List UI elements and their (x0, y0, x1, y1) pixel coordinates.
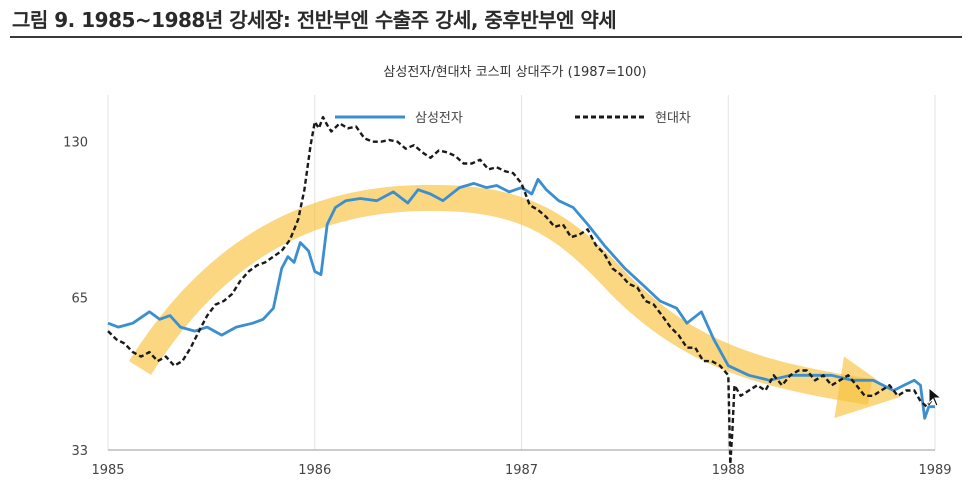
x-tick-label: 1988 (712, 463, 745, 478)
y-tick-labels: 33 65 130 (63, 136, 88, 459)
x-tick-label: 1985 (91, 463, 124, 478)
y-tick-label: 130 (63, 136, 88, 151)
y-tick-label: 65 (71, 292, 88, 307)
x-tick-label: 1986 (298, 463, 331, 478)
legend-label-1: 현대차 (655, 111, 691, 126)
x-tick-label: 1989 (918, 463, 951, 478)
chart-title: 삼성전자/현대차 코스피 상대주가 (1987=100) (383, 65, 646, 80)
legend: 삼성전자 현대차 (335, 111, 691, 126)
series-lines (107, 115, 936, 466)
x-tick-label: 1987 (505, 463, 538, 478)
trend-arrow (128, 184, 901, 419)
title-divider (10, 36, 962, 38)
vertical-gridlines (107, 95, 936, 450)
x-tick-labels: 1985 1986 1987 1988 1989 (91, 463, 951, 478)
legend-label-0: 삼성전자 (415, 111, 463, 126)
figure-title: 그림 9. 1985~1988년 강세장: 전반부엔 수출주 강세, 중후반부엔… (12, 8, 617, 32)
cursor-icon (928, 386, 943, 407)
series-line-0 (107, 177, 935, 420)
y-tick-label: 33 (71, 444, 88, 459)
